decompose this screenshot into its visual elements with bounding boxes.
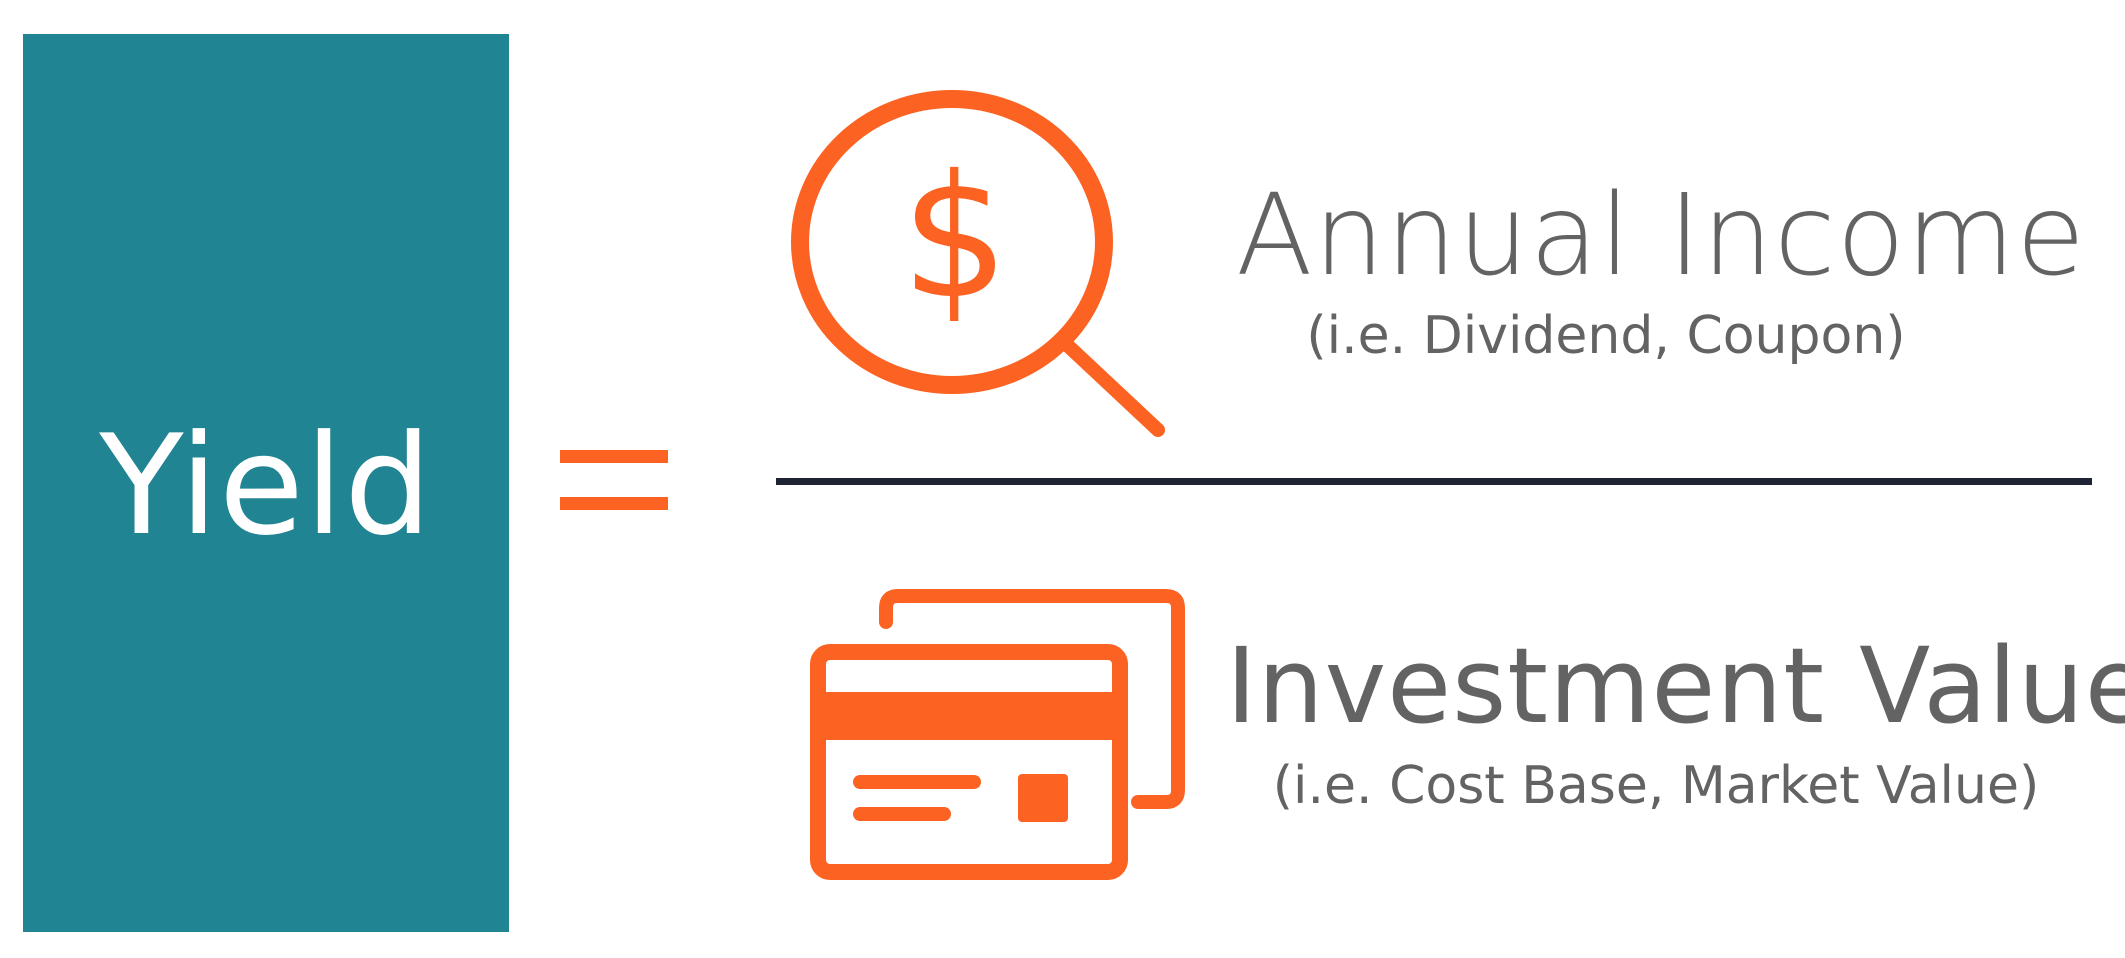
equals-sign xyxy=(560,450,668,510)
dollar-magnifier-icon: $ xyxy=(791,90,1165,437)
numerator-subtitle: (i.e. Dividend, Coupon) xyxy=(1306,306,1906,366)
back-card xyxy=(879,589,1185,809)
numerator-title: Annual Income xyxy=(1236,171,2087,301)
equals-bar-bottom xyxy=(560,497,668,510)
yield-box: Yield xyxy=(23,34,509,932)
denominator-subtitle: (i.e. Cost Base, Market Value) xyxy=(1272,756,2040,816)
denominator-title: Investment Value xyxy=(1226,625,2125,747)
card-stripe xyxy=(818,692,1120,740)
fraction-line xyxy=(776,478,2092,485)
magnifier-lens xyxy=(791,90,1113,394)
magnifier-handle xyxy=(1057,335,1165,437)
credit-cards-icon xyxy=(810,589,1185,880)
front-card xyxy=(810,644,1128,880)
dollar-sign: $ xyxy=(901,139,1009,337)
equals-bar-top xyxy=(560,450,668,463)
card-chip xyxy=(1018,774,1068,822)
yield-label: Yield xyxy=(99,405,433,566)
